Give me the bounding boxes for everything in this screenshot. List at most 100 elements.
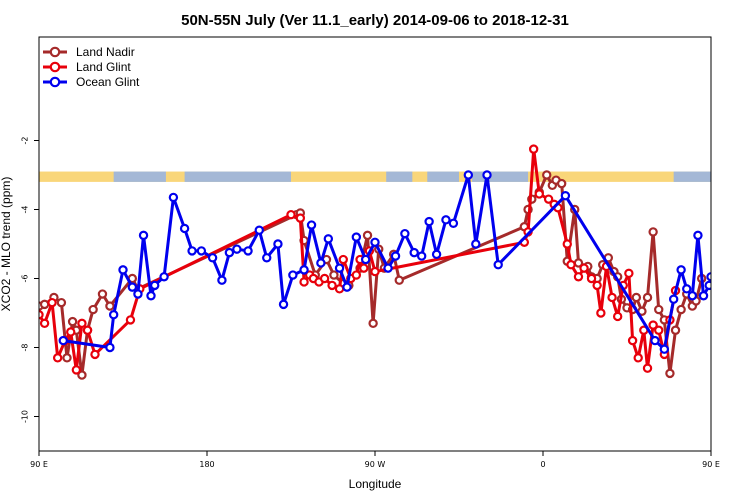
data-point-land-glint bbox=[299, 277, 309, 287]
data-point-land-glint bbox=[319, 273, 330, 284]
data-point-ocean-glint bbox=[448, 218, 459, 228]
data-point-ocean-glint bbox=[659, 344, 670, 354]
data-point-land-glint bbox=[359, 263, 369, 273]
x-tick-label: 90 W bbox=[365, 460, 386, 469]
data-point-land-glint bbox=[286, 209, 296, 220]
data-point-ocean-glint bbox=[278, 299, 289, 310]
legend-marker bbox=[49, 61, 61, 73]
data-point-ocean-glint bbox=[168, 192, 179, 203]
ocean-band-segment bbox=[113, 171, 166, 182]
data-point-ocean-glint bbox=[441, 215, 451, 225]
data-point-ocean-glint bbox=[342, 282, 352, 292]
data-point-land-glint bbox=[627, 335, 638, 346]
data-point-land-glint bbox=[90, 349, 100, 360]
data-point-ocean-glint bbox=[243, 246, 253, 256]
y-axis: -2 -4 -6 -8 -10 bbox=[21, 137, 39, 423]
y-tick-label: -4 bbox=[21, 206, 30, 214]
land-mask-band bbox=[39, 171, 711, 182]
data-point-ocean-glint bbox=[400, 228, 410, 239]
ocean-band-segment bbox=[386, 171, 413, 182]
y-tick-label: -8 bbox=[21, 344, 30, 352]
data-point-ocean-glint bbox=[482, 170, 492, 180]
data-point-ocean-glint bbox=[127, 282, 138, 292]
data-point-land-nadir bbox=[654, 304, 664, 315]
data-point-land-glint bbox=[351, 270, 362, 280]
data-point-land-nadir bbox=[368, 318, 378, 329]
x-axis: 90 E 180 90 W 0 90 E bbox=[30, 451, 720, 469]
data-point-ocean-glint bbox=[383, 263, 393, 273]
data-point-land-glint bbox=[338, 254, 348, 265]
data-point-ocean-glint bbox=[299, 265, 309, 275]
data-point-land-glint bbox=[334, 284, 345, 294]
data-point-ocean-glint bbox=[687, 291, 698, 301]
data-point-ocean-glint bbox=[262, 253, 272, 263]
legend-item-ocean-glint: Ocean Glint bbox=[43, 75, 140, 89]
data-point-land-nadir bbox=[556, 178, 567, 189]
data-point-land-nadir bbox=[362, 230, 373, 241]
legend-label: Land Glint bbox=[76, 60, 131, 74]
data-point-ocean-glint bbox=[493, 260, 503, 270]
data-point-land-glint bbox=[543, 194, 554, 204]
data-point-land-glint bbox=[642, 363, 653, 373]
data-point-ocean-glint bbox=[108, 310, 119, 320]
data-point-ocean-glint bbox=[693, 230, 703, 241]
x-tick-label: 90 E bbox=[702, 460, 720, 469]
data-point-ocean-glint bbox=[351, 232, 362, 242]
data-point-ocean-glint bbox=[254, 225, 264, 235]
data-point-land-glint bbox=[534, 189, 544, 199]
data-point-land-glint bbox=[370, 266, 380, 277]
data-point-land-glint bbox=[654, 325, 664, 335]
data-point-land-glint bbox=[66, 327, 76, 337]
data-point-land-glint bbox=[71, 365, 82, 375]
data-point-ocean-glint bbox=[471, 239, 481, 249]
x-tick-label: 0 bbox=[540, 460, 545, 469]
x-tick-label: 90 E bbox=[30, 460, 48, 469]
x-tick-label: 180 bbox=[199, 460, 214, 469]
ocean-band-segment bbox=[184, 171, 291, 182]
data-point-ocean-glint bbox=[217, 275, 227, 285]
data-point-land-nadir bbox=[670, 325, 681, 335]
legend-marker bbox=[49, 46, 61, 58]
data-point-ocean-glint bbox=[463, 170, 474, 180]
data-point-ocean-glint bbox=[424, 216, 434, 227]
data-point-land-nadir bbox=[648, 227, 658, 237]
data-point-land-glint bbox=[528, 144, 539, 154]
data-point-land-nadir bbox=[665, 368, 675, 379]
data-point-land-glint bbox=[596, 308, 606, 318]
data-point-ocean-glint bbox=[105, 342, 115, 353]
data-point-ocean-glint bbox=[698, 291, 709, 301]
data-point-ocean-glint bbox=[273, 239, 283, 249]
data-point-ocean-glint bbox=[150, 280, 160, 291]
data-point-ocean-glint bbox=[668, 294, 679, 304]
data-point-land-glint bbox=[586, 273, 597, 284]
data-point-land-glint bbox=[592, 280, 602, 291]
data-point-land-glint bbox=[648, 320, 658, 330]
data-point-land-glint bbox=[52, 353, 63, 363]
data-point-land-glint bbox=[573, 272, 584, 282]
data-point-land-nadir bbox=[676, 304, 686, 315]
ocean-band-segment bbox=[427, 171, 459, 182]
data-point-land-nadir bbox=[62, 353, 72, 363]
data-point-land-nadir bbox=[77, 370, 87, 380]
data-point-ocean-glint bbox=[207, 253, 218, 263]
data-point-ocean-glint bbox=[179, 223, 190, 234]
data-point-ocean-glint bbox=[650, 335, 660, 346]
data-point-ocean-glint bbox=[224, 247, 235, 258]
data-point-ocean-glint bbox=[360, 254, 371, 265]
data-point-ocean-glint bbox=[232, 244, 242, 254]
data-point-land-glint bbox=[77, 318, 87, 329]
data-point-ocean-glint bbox=[370, 237, 380, 247]
series-ocean-glint bbox=[58, 170, 711, 354]
data-point-land-nadir bbox=[88, 304, 98, 315]
y-tick-label: -10 bbox=[21, 410, 30, 423]
data-point-land-glint bbox=[633, 353, 643, 363]
data-point-ocean-glint bbox=[706, 272, 711, 282]
data-point-ocean-glint bbox=[288, 270, 298, 280]
data-point-land-glint bbox=[624, 268, 634, 279]
data-point-ocean-glint bbox=[58, 335, 68, 346]
land-band-base bbox=[39, 171, 711, 182]
data-point-land-nadir bbox=[542, 170, 552, 180]
data-point-ocean-glint bbox=[390, 251, 401, 261]
